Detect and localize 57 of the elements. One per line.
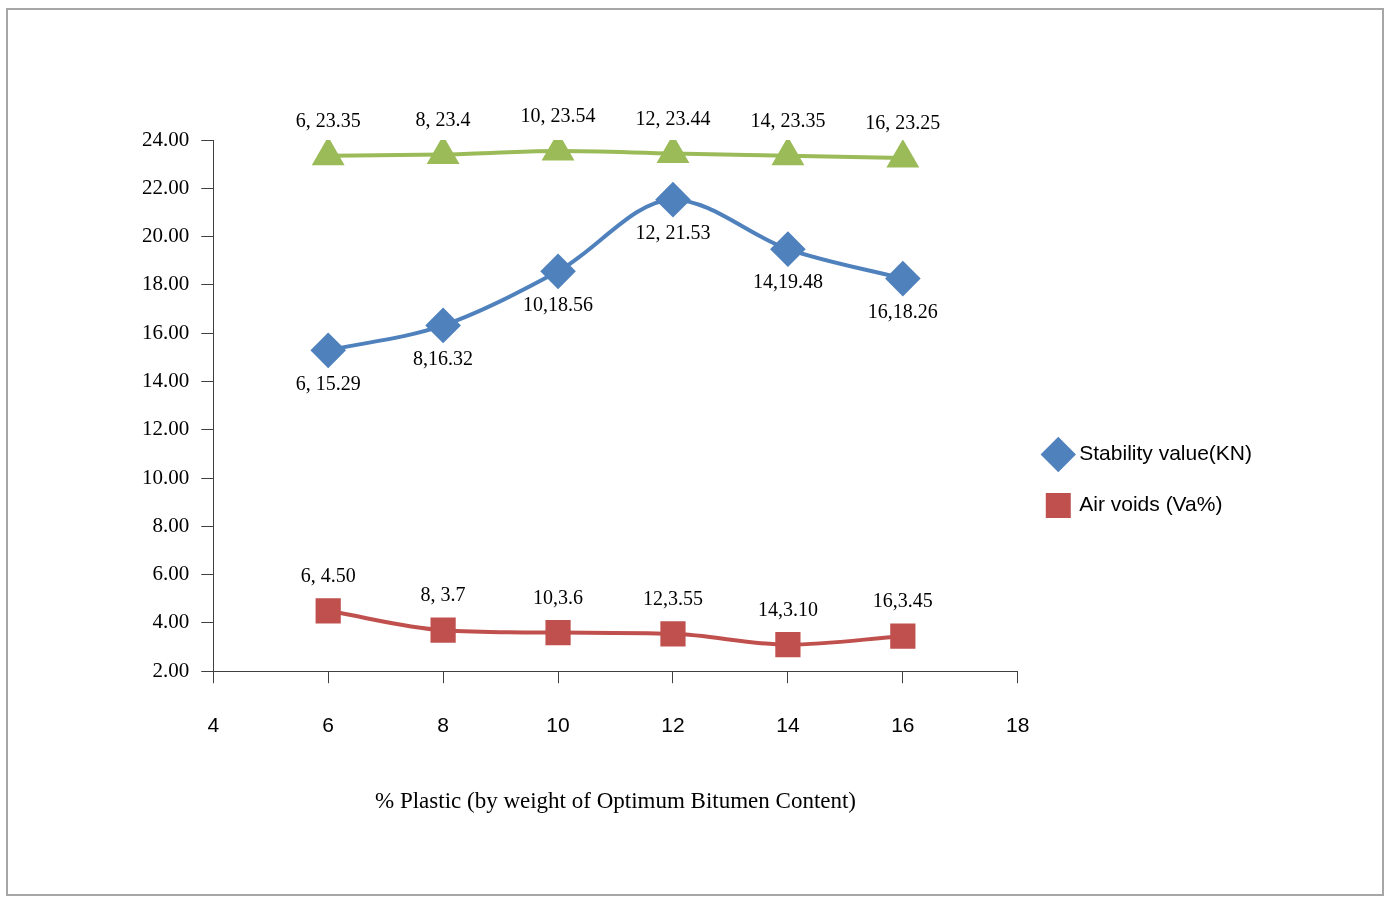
point: [772, 140, 803, 166]
y-tick-label: 22.00: [142, 174, 190, 199]
point: [541, 254, 576, 289]
y-tick-label: 12.00: [142, 416, 190, 441]
y-tick-label: 6.00: [152, 561, 190, 586]
point: [428, 140, 459, 164]
data-label: 12, 21.53: [635, 220, 711, 243]
data-label: 8, 23.4: [415, 107, 471, 130]
point: [315, 598, 341, 624]
data-label: 8,16.32: [413, 346, 474, 369]
x-axis-title: % Plastic (by weight of Optimum Bitumen Content): [374, 788, 857, 814]
point: [311, 333, 346, 368]
x-tick-label: 12: [661, 712, 685, 736]
x-tick-label: 16: [891, 712, 915, 736]
point: [313, 140, 344, 166]
point: [775, 632, 801, 658]
data-label: 10,18.56: [523, 292, 594, 315]
y-tick-label: 18.00: [142, 271, 190, 296]
data-label: 12, 23.44: [635, 106, 711, 129]
point: [545, 619, 571, 646]
data-label: 14,3.10: [757, 597, 818, 620]
data-label: 14,19.48: [752, 270, 823, 293]
data-label: 16, 23.25: [865, 111, 941, 134]
y-tick-label: 16.00: [142, 319, 190, 344]
data-label: 14, 23.35: [750, 108, 826, 131]
y-tick-label: 2.00: [152, 657, 190, 682]
point: [660, 621, 686, 647]
data-label: 10,3.6: [533, 585, 584, 608]
y-tick-label: 10.00: [142, 464, 190, 489]
point: [426, 308, 461, 343]
x-tick-label: 4: [207, 712, 220, 736]
data-label: 12,3.55: [642, 587, 703, 610]
data-label: 6, 15.29: [295, 371, 361, 394]
legend-label: Air voids (Va%): [1079, 492, 1223, 516]
point: [890, 623, 916, 649]
data-label: 10, 23.54: [520, 104, 596, 127]
y-tick-label: 8.00: [152, 512, 190, 537]
data-label: 16,3.45: [872, 589, 933, 612]
x-tick-label: 18: [1006, 712, 1030, 736]
x-tick-label: 8: [437, 712, 449, 736]
y-tick-label: 20.00: [142, 223, 190, 248]
y-tick-label: 14.00: [142, 367, 190, 392]
data-label: 16,18.26: [867, 299, 938, 322]
x-tick-label: 10: [546, 712, 570, 736]
point: [430, 617, 456, 643]
point: [655, 182, 690, 217]
y-tick-label: 24.00: [142, 126, 190, 151]
data-label: 8, 3.7: [420, 583, 466, 606]
point: [657, 140, 688, 164]
x-tick-label: 6: [322, 712, 335, 736]
data-label: 6, 23.35: [295, 108, 361, 131]
legend-label: Stability value(KN): [1079, 441, 1253, 465]
y-tick-label: 4.00: [152, 609, 190, 634]
point: [885, 261, 920, 296]
point: [770, 232, 805, 267]
x-tick-label: 14: [776, 712, 800, 736]
data-label: 6, 4.50: [300, 564, 356, 587]
